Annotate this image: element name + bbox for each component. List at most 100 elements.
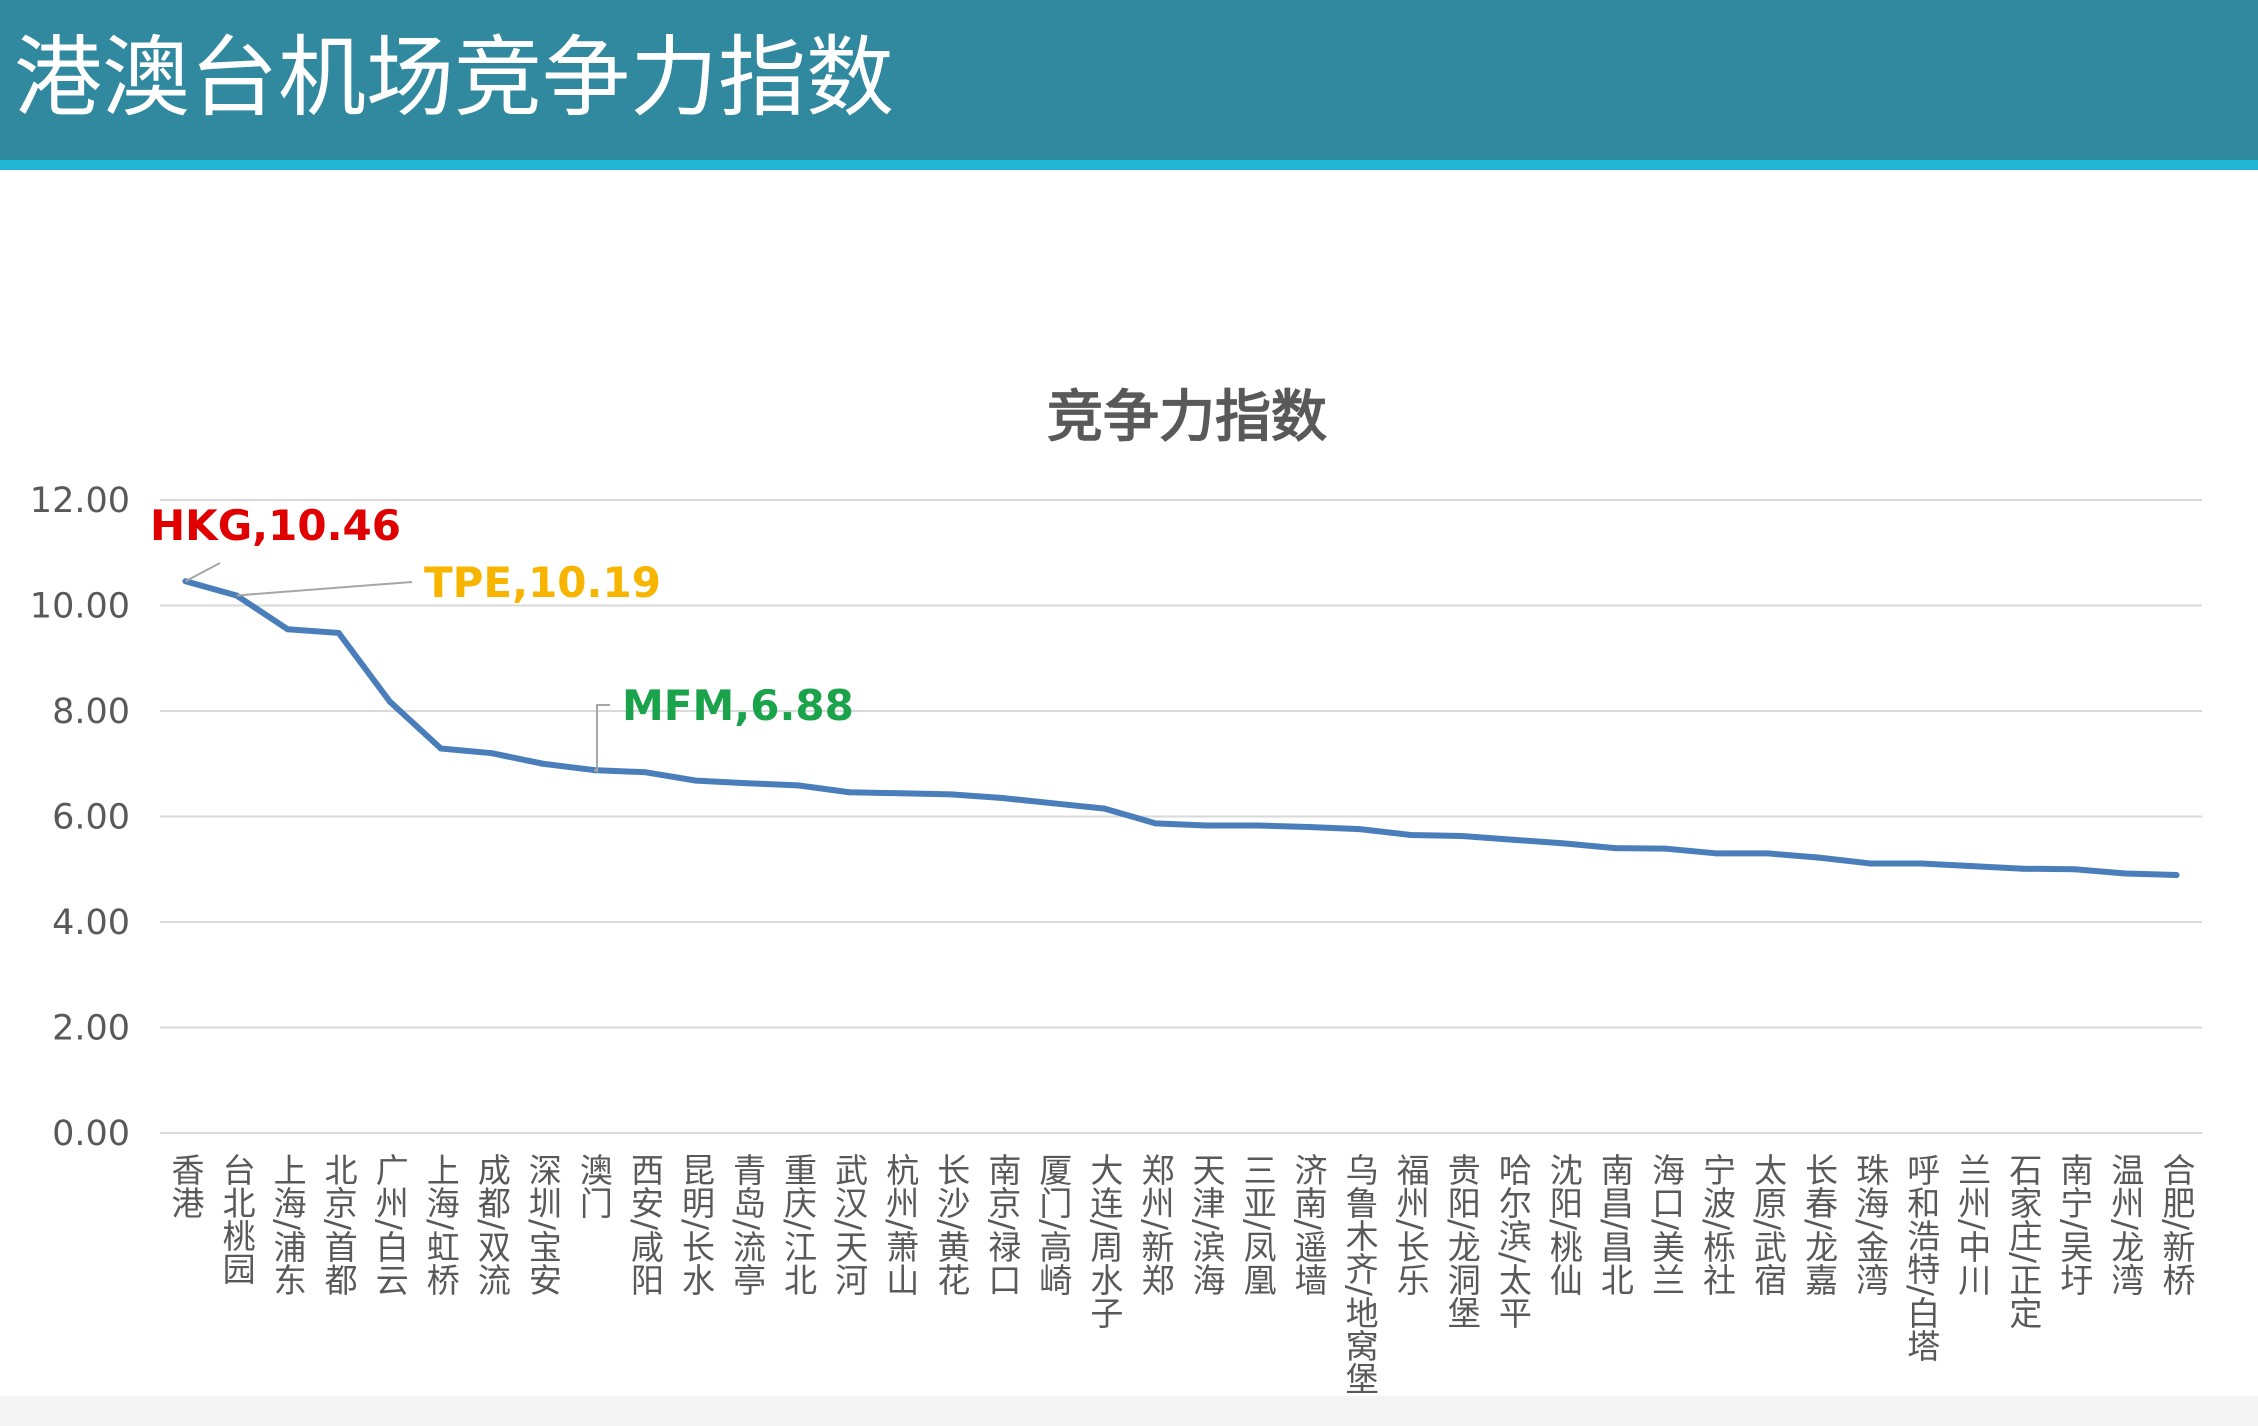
y-tick-label: 4.00 — [52, 903, 130, 943]
annotation-leader — [593, 704, 610, 773]
chart-title: 竞争力指数 — [1047, 385, 1327, 450]
x-category-label: 珠海/金湾 — [1851, 1153, 1890, 1296]
x-category-label: 乌鲁木齐/地窝堡 — [1340, 1153, 1379, 1395]
x-category-label: 宁波/栎社 — [1698, 1153, 1737, 1296]
gridlines — [160, 499, 2202, 1134]
data-point — [1611, 845, 1618, 852]
data-point — [1050, 800, 1057, 807]
annotation-label: HKG,10.46 — [150, 501, 401, 550]
x-category-label: 南京/禄口 — [983, 1153, 1022, 1296]
x-category-label: 哈尔滨/太平 — [1493, 1153, 1532, 1329]
y-tick-label: 10.00 — [30, 587, 130, 627]
data-point — [1560, 840, 1567, 847]
x-category-label: 深圳/宝安 — [523, 1153, 562, 1296]
data-point — [1101, 805, 1108, 812]
data-point — [999, 795, 1006, 802]
data-point — [2071, 866, 2078, 873]
annotation-label: MFM,6.88 — [622, 681, 854, 730]
x-category-label: 上海/浦东 — [268, 1153, 307, 1296]
slide-title: 港澳台机场竞争力指数 — [14, 26, 895, 129]
data-point — [1305, 824, 1312, 831]
data-point — [1356, 826, 1363, 833]
x-category-label: 香港 — [166, 1153, 205, 1219]
data-point — [1867, 860, 1874, 867]
x-category-label: 合肥/新桥 — [2157, 1153, 2196, 1296]
y-tick-label: 0.00 — [52, 1114, 130, 1154]
slide-header — [0, 0, 2258, 160]
data-point — [1407, 831, 1414, 838]
x-category-label: 三亚/凤凰 — [1238, 1153, 1277, 1296]
x-category-label: 厦门/高崎 — [1034, 1153, 1073, 1296]
data-point — [2020, 865, 2027, 872]
y-tick-label: 2.00 — [52, 1009, 130, 1049]
data-point — [284, 626, 291, 633]
data-point — [948, 791, 955, 798]
y-tick-label: 6.00 — [52, 798, 130, 838]
data-point — [1918, 860, 1925, 867]
data-point — [744, 780, 751, 787]
x-category-label: 福州/长乐 — [1391, 1153, 1430, 1296]
y-tick-label: 12.00 — [30, 481, 130, 521]
data-point — [2173, 872, 2180, 879]
data-point — [1765, 850, 1772, 857]
data-point — [1662, 845, 1669, 852]
data-point — [1509, 836, 1516, 843]
x-category-label: 武汉/天河 — [830, 1153, 869, 1296]
x-category-label: 呼和浩特/白塔 — [1902, 1153, 1941, 1362]
data-point — [2122, 870, 2129, 877]
x-category-label: 大连/周水子 — [1085, 1153, 1124, 1329]
y-axis-ticks: 0.00 2.00 4.00 6.00 8.00 10.00 12.00 — [30, 481, 130, 1154]
data-point — [386, 698, 393, 705]
data-point — [488, 750, 495, 757]
data-point — [846, 789, 853, 796]
series-line — [182, 578, 2180, 879]
x-category-label: 海口/美兰 — [1646, 1153, 1685, 1296]
x-axis-categories: 香港 台北桃园 上海/浦东 北京/首都 广州/白云 上海/虹桥 成都/双流 深圳/宝安 澳门 西安… — [166, 1153, 2196, 1395]
x-category-label: 长沙/黄花 — [932, 1153, 971, 1296]
x-category-label: 台北桃园 — [217, 1153, 256, 1285]
x-category-label: 太原/武宿 — [1749, 1153, 1788, 1296]
data-point — [795, 782, 802, 789]
x-category-label: 兰州/中川 — [1953, 1153, 1992, 1296]
data-point — [641, 769, 648, 776]
data-point — [897, 790, 904, 797]
x-category-label: 青岛/流亭 — [728, 1153, 767, 1296]
annotation-label: TPE,10.19 — [424, 558, 661, 607]
x-category-label: 北京/首都 — [319, 1153, 358, 1296]
x-category-label: 杭州/萧山 — [881, 1153, 920, 1296]
header-accent-stripe — [0, 160, 2258, 170]
y-tick-label: 8.00 — [52, 692, 130, 732]
x-category-label: 贵阳/龙洞堡 — [1442, 1153, 1481, 1329]
x-category-label: 郑州/新郑 — [1136, 1153, 1175, 1296]
x-category-label: 济南/遥墙 — [1289, 1153, 1328, 1296]
x-category-label: 西安/咸阳 — [625, 1153, 664, 1296]
x-category-label: 澳门 — [574, 1153, 613, 1219]
x-category-label: 重庆/江北 — [779, 1153, 818, 1296]
series-layer — [182, 578, 2180, 879]
data-point — [539, 760, 546, 767]
data-point — [1152, 820, 1159, 827]
data-point — [1254, 822, 1261, 829]
data-point — [335, 629, 342, 636]
x-category-label: 天津/滨海 — [1187, 1153, 1226, 1296]
data-point — [1969, 863, 1976, 870]
x-category-label: 南宁/吴圩 — [2055, 1153, 2094, 1296]
annotation-leader — [185, 562, 221, 583]
annotations: HKG,10.46 TPE,10.19 MFM,6.88 — [150, 501, 854, 773]
x-category-label: 沈阳/桃仙 — [1544, 1153, 1583, 1296]
x-category-label: 昆明/长水 — [677, 1153, 716, 1296]
x-category-label: 石家庄/正定 — [2004, 1153, 2043, 1329]
annotation-leader — [236, 581, 413, 597]
data-point — [693, 777, 700, 784]
data-point — [1203, 822, 1210, 829]
data-point — [1458, 833, 1465, 840]
x-category-label: 温州/龙湾 — [2106, 1153, 2145, 1296]
x-category-label: 成都/双流 — [472, 1153, 511, 1296]
data-point — [1714, 850, 1721, 857]
data-point — [1816, 854, 1823, 861]
x-category-label: 广州/白云 — [370, 1153, 409, 1296]
x-category-label: 长春/龙嘉 — [1800, 1153, 1839, 1296]
bottom-band — [0, 1396, 2258, 1426]
x-category-label: 南昌/昌北 — [1595, 1153, 1634, 1296]
